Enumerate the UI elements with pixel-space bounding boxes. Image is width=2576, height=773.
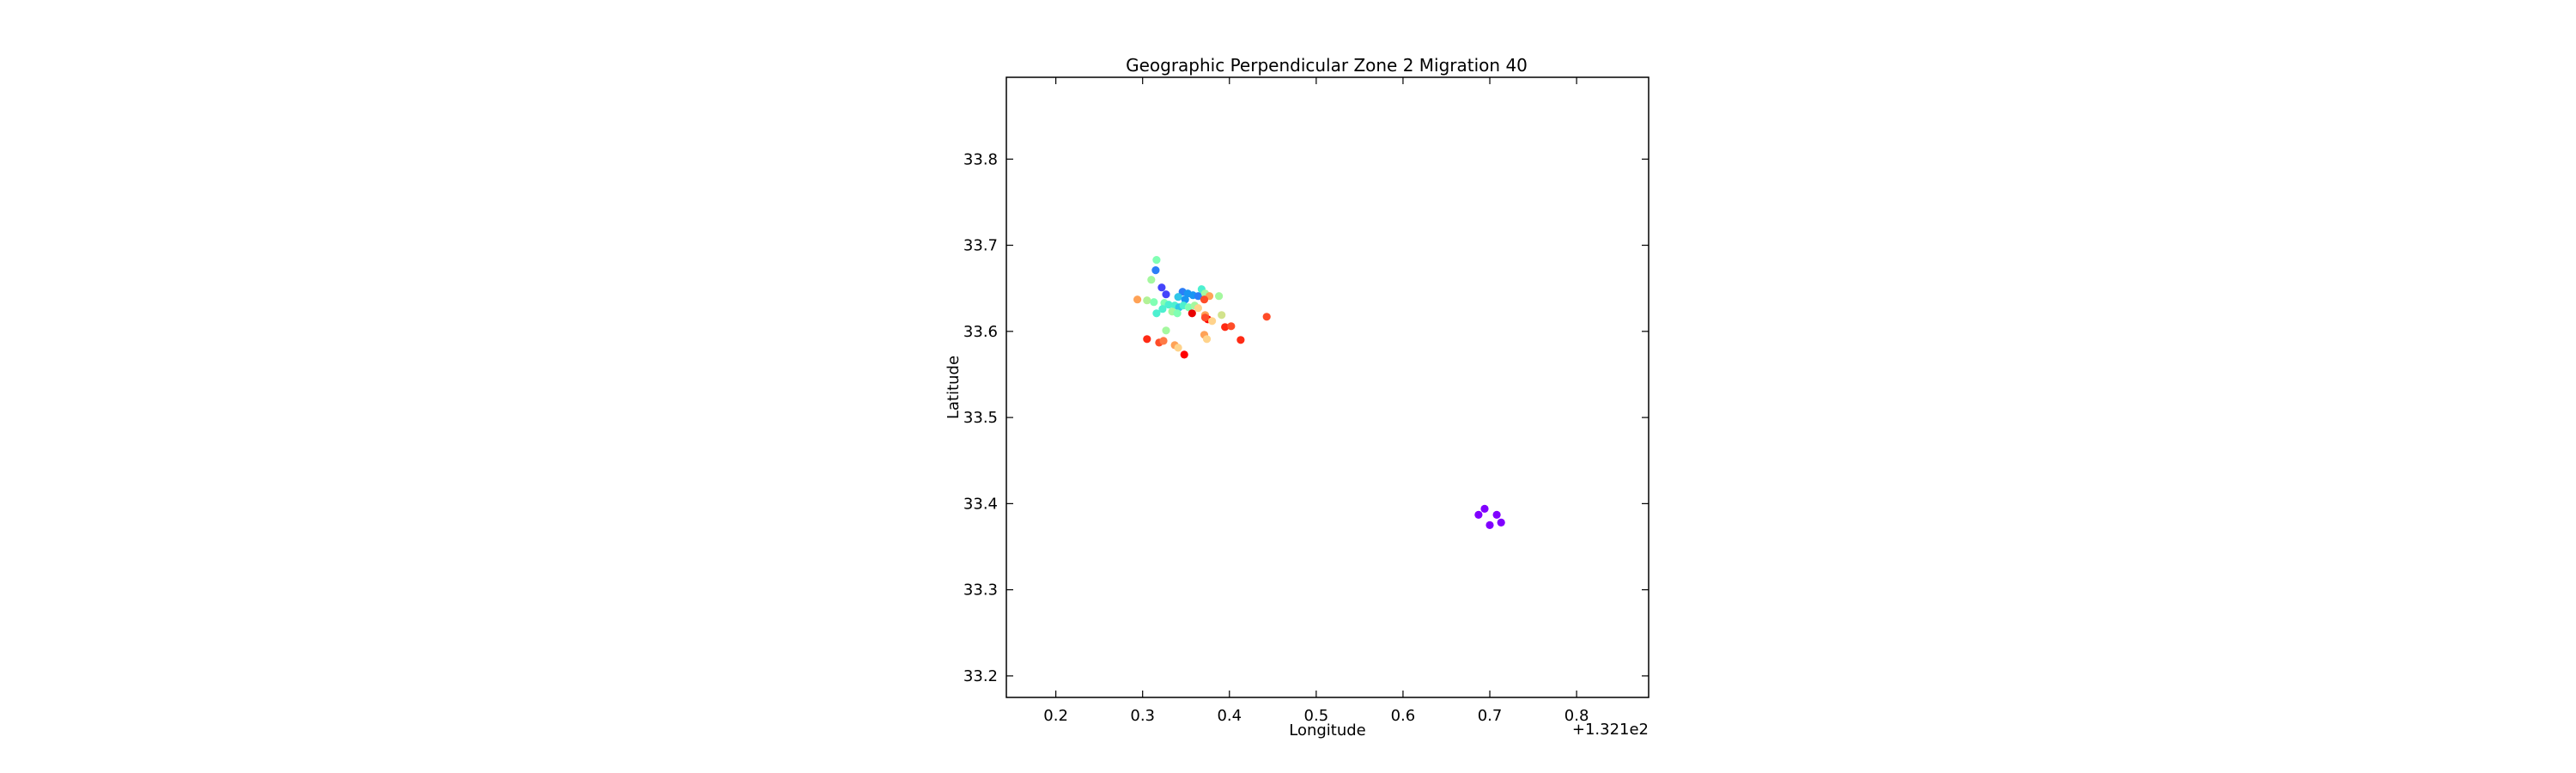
x-tick-label-3: 0.5	[1304, 707, 1329, 725]
x-tick-label-2: 0.4	[1217, 707, 1242, 725]
data-point-38	[1221, 323, 1230, 332]
x-tick-label-5: 0.7	[1478, 707, 1503, 725]
data-point-14	[1200, 295, 1209, 304]
data-point-48	[1174, 344, 1182, 352]
y-axis-label: Latitude	[945, 356, 963, 419]
data-point-36	[1262, 313, 1271, 321]
data-point-41	[1162, 326, 1170, 335]
chart-title: Geographic Perpendicular Zone 2 Migratio…	[1126, 55, 1528, 76]
data-point-30	[1173, 309, 1182, 318]
data-point-54	[1485, 520, 1494, 530]
data-point-53	[1497, 518, 1505, 527]
data-point-40	[1236, 336, 1245, 344]
data-point-18	[1150, 298, 1158, 307]
x-tick-label-0: 0.2	[1043, 707, 1068, 725]
data-point-17	[1143, 296, 1151, 305]
data-point-31	[1188, 309, 1196, 318]
data-point-24	[1184, 303, 1193, 312]
data-point-15	[1215, 292, 1224, 301]
y-axis-ticks: 33.2 33.3 33.4 33.5 33.6 33.7 33.8	[963, 150, 1649, 685]
data-point-51	[1474, 510, 1483, 520]
data-point-4	[1162, 290, 1170, 299]
data-point-37	[1208, 317, 1217, 326]
y-tick-label-2: 33.4	[963, 495, 998, 513]
y-tick-label-5: 33.7	[963, 237, 998, 255]
data-point-49	[1180, 350, 1188, 359]
data-point-52	[1492, 510, 1501, 520]
data-point-46	[1159, 337, 1168, 345]
y-tick-label-4: 33.6	[963, 323, 998, 341]
data-point-28	[1152, 309, 1161, 318]
x-tick-label-1: 0.3	[1130, 707, 1155, 725]
x-axis-ticks: 0.2 0.3 0.4 0.5 0.6 0.7 0.8	[1043, 77, 1589, 725]
y-tick-label-6: 33.8	[963, 150, 998, 168]
x-tick-label-4: 0.6	[1391, 707, 1416, 725]
data-point-39	[1227, 322, 1236, 331]
data-point-16	[1133, 295, 1142, 304]
x-axis-offset-label: +1.321e2	[1572, 721, 1649, 739]
data-point-9	[1174, 293, 1182, 301]
data-points	[1133, 256, 1505, 530]
plot-frame	[1005, 76, 1649, 698]
y-tick-label-1: 33.3	[963, 581, 998, 600]
data-point-43	[1202, 335, 1212, 344]
y-tick-label-3: 33.5	[963, 409, 998, 427]
data-point-27	[1158, 305, 1167, 313]
data-point-1	[1151, 266, 1160, 275]
data-point-8	[1194, 292, 1202, 301]
data-point-0	[1152, 256, 1161, 265]
data-point-10	[1181, 295, 1189, 304]
data-point-3	[1157, 283, 1166, 292]
y-tick-label-0: 33.2	[963, 667, 998, 685]
data-point-35	[1218, 311, 1226, 320]
data-point-2	[1147, 276, 1156, 284]
data-point-26	[1194, 304, 1202, 313]
data-point-44	[1143, 335, 1151, 344]
data-point-34	[1200, 313, 1210, 322]
x-tick-label-6: 0.8	[1564, 707, 1589, 725]
data-point-20	[1164, 301, 1173, 309]
x-axis-label: Longitude	[1289, 721, 1366, 740]
data-point-50	[1480, 504, 1489, 514]
